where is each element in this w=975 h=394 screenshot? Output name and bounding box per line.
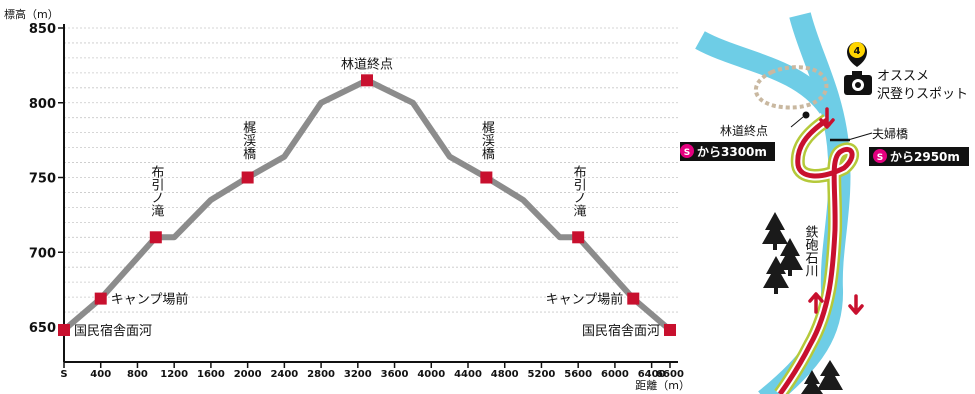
x-tick-label: 1600: [197, 369, 225, 380]
x-tick-label: 2400: [270, 369, 298, 380]
spot-label-line2: 沢登りスポット: [877, 87, 968, 102]
spot-number-badge: [849, 42, 865, 58]
waypoint-marker: [480, 171, 493, 184]
x-tick-label: 4000: [417, 369, 445, 380]
waypoint-label: キャンプ場前: [546, 292, 624, 308]
waypoint-marker: [94, 292, 107, 305]
x-tick-label: 4800: [491, 369, 519, 380]
waypoint-marker: [149, 231, 162, 244]
x-tick-label: 4400: [454, 369, 482, 380]
spot-label-line1: オススメ: [877, 69, 929, 84]
y-tick-label: 800: [29, 97, 56, 112]
x-tick-label: 3200: [344, 369, 372, 380]
y-tick-label: 750: [29, 172, 56, 187]
waypoint-label: 梶渓橋: [479, 121, 495, 161]
tree-icon: [762, 212, 788, 250]
x-tick-label: 6600: [656, 369, 684, 380]
waypoint-marker: [241, 171, 254, 184]
start-s-icon: [680, 144, 694, 158]
end-point-dot: [802, 111, 810, 119]
route-map: 夫婦橋 林道終点 S から3300m S から2950m 4 オススメ 沢登りス…: [680, 12, 969, 394]
badge-right-text: から2950m: [890, 150, 960, 164]
arrow-down-icon: [848, 294, 864, 315]
distance-badge-right: S から2950m: [869, 147, 969, 166]
waypoint-label: 布引ノ滝: [571, 165, 587, 217]
spot-number: 4: [854, 46, 861, 57]
waypoint-marker: [627, 292, 640, 305]
x-tick-label: 2000: [234, 369, 262, 380]
elevation-profile-chart: 標高（m） 距離（m） 650 700 750 800 850 S 400 800 1200 1…: [4, 7, 690, 392]
x-tick-labels: S 400 800 1200 1600 2000 2400 2800 3200 3600 4000 4…: [60, 362, 684, 380]
x-tick-label: 800: [127, 369, 148, 380]
y-tick-label: 850: [29, 22, 56, 37]
waypoint-label: 国民宿舎面河: [582, 323, 660, 339]
markers-layer: 国民宿舎面河 キャンプ場前 布引ノ滝 梶渓橋 林道終点梶渓橋布引ノ滝キャンプ場前国民宿舎…: [58, 56, 676, 339]
end-point-label: 林道終点: [720, 123, 768, 138]
waypoint-label: 国民宿舎面河: [74, 323, 152, 339]
tree-icon: [801, 370, 823, 394]
bridge-leader-line: [847, 132, 873, 141]
arrow-up-icon: [808, 292, 824, 314]
start-s-icon: [873, 149, 887, 163]
river-name-label: 鉄砲石川: [803, 225, 819, 277]
waypoint-marker: [664, 323, 676, 336]
bridge-label: 夫婦橋: [872, 126, 908, 141]
x-tick-label: 400: [90, 369, 111, 380]
waypoint-label: 梶渓橋: [240, 121, 256, 161]
waypoint-label: キャンプ場前: [111, 292, 189, 308]
y-tick-label: 650: [29, 321, 56, 336]
x-tick-label: 1200: [160, 369, 188, 380]
x-tick-label: S: [60, 369, 67, 380]
y-axis-title: 標高（m）: [4, 7, 59, 21]
tree-icon: [763, 256, 789, 294]
arrow-down-icon: [819, 107, 835, 129]
badge-icon-letter: S: [877, 153, 883, 163]
waypoint-marker: [58, 323, 70, 336]
waypoint-marker: [572, 231, 585, 244]
x-tick-label: 5200: [528, 369, 556, 380]
waypoint-marker: [361, 74, 373, 87]
waypoint-label: 林道終点: [341, 56, 393, 72]
tree-icon: [817, 360, 843, 390]
badge-left-text: から3300m: [697, 145, 767, 159]
badge-icon-letter: S: [684, 148, 690, 158]
route-red-line: [777, 117, 855, 394]
x-axis-title: 距離（m）: [635, 378, 690, 392]
x-tick-label: 6000: [601, 369, 629, 380]
distance-badge-left: S から3300m: [680, 142, 775, 161]
waypoint-label: 布引ノ滝: [148, 165, 164, 217]
end-leader-line: [790, 116, 804, 128]
y-tick-labels: 650 700 750 800 850: [29, 22, 64, 336]
x-tick-label: 5600: [564, 369, 592, 380]
x-tick-label: 3600: [381, 369, 409, 380]
y-tick-label: 700: [29, 246, 56, 261]
tree-icon: [777, 238, 803, 276]
x-tick-label: 6400: [638, 369, 666, 380]
x-tick-label: 2800: [307, 369, 335, 380]
